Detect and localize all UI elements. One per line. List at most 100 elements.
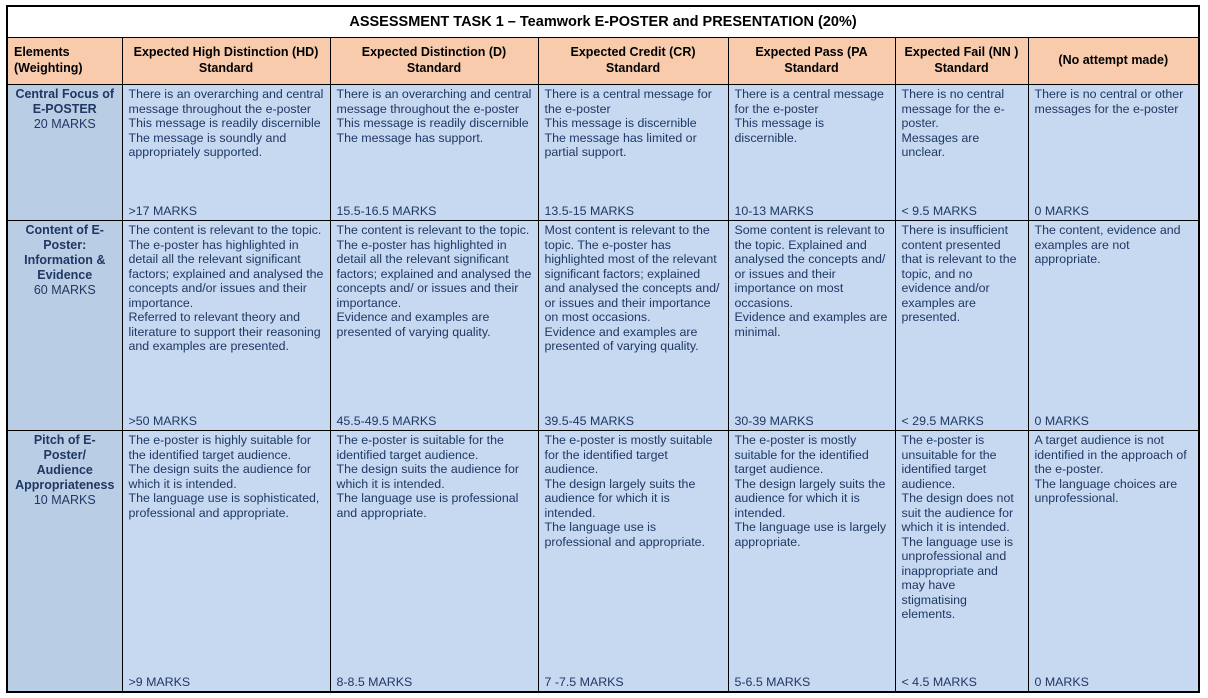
cell-paragraph: The language use is sophisticated, profe… (128, 491, 320, 520)
header-d-line1: Expected Distinction (D) (361, 45, 507, 60)
header-pass: Expected Pass (PA Standard (727, 37, 896, 85)
cell-marks: >50 MARKS (128, 413, 198, 428)
element-name: Content of E-Poster: Information & Evide… (24, 223, 106, 282)
cell-paragraph: This message is readily discernible (128, 116, 321, 130)
cell-paragraph: The design largely suits the audience fo… (544, 476, 696, 520)
cell-content-cr: Most content is relevant to the topic. T… (537, 220, 729, 431)
cell-paragraph: Referred to relevant theory and literatu… (128, 310, 321, 353)
header-elements: Elements (Weighting) (6, 37, 123, 85)
cell-paragraph: The design suits the audience for which … (336, 462, 520, 491)
cell-marks: >17 MARKS (128, 203, 198, 218)
cell-marks: 8-8.5 MARKS (336, 674, 413, 689)
cell-paragraph: The e-poster is highly suitable for the … (128, 433, 312, 462)
cell-central-focus-hd: There is an overarching and central mess… (121, 84, 331, 221)
cell-content-hd: The content is relevant to the topic. Th… (121, 220, 331, 431)
cell-central-focus-nn: There is no central message for the e-po… (894, 84, 1029, 221)
header-pa-line2: Standard (784, 61, 839, 75)
cell-paragraph: The design largely suits the audience fo… (734, 476, 886, 520)
cell-paragraph: The design does not suit the audience fo… (901, 491, 1014, 534)
cell-paragraph: There is no central message for the e-po… (901, 87, 1005, 130)
cell-paragraph: The e-poster is suitable for the identif… (336, 433, 504, 462)
header-nn-line2: Standard (934, 61, 989, 75)
cell-marks: 39.5-45 MARKS (544, 413, 635, 428)
cell-paragraph: There is a central message for the e-pos… (734, 87, 884, 116)
cell-paragraph: The language use is professional and app… (336, 491, 519, 520)
element-cell-central-focus: Central Focus of E-POSTER 20 MARKS (6, 84, 123, 221)
cell-paragraph: The design suits the audience for which … (128, 462, 312, 491)
cell-paragraph: The content is relevant to the topic. Th… (128, 223, 324, 310)
cell-marks: 13.5-15 MARKS (544, 203, 635, 218)
cell-paragraph: This message is discernible. (734, 116, 825, 145)
cell-paragraph: Evidence and examples are minimal. (734, 310, 888, 339)
cell-marks: < 9.5 MARKS (901, 203, 977, 218)
cell-paragraph: The content, evidence and examples are n… (1034, 223, 1181, 266)
cell-paragraph: A target audience is not identified in t… (1034, 433, 1187, 476)
cell-marks: 0 MARKS (1034, 674, 1089, 689)
header-cr-line2: Standard (605, 61, 661, 75)
table-title: ASSESSMENT TASK 1 – Teamwork E-POSTER an… (6, 5, 1200, 38)
cell-paragraph: There is no central or other messages fo… (1034, 87, 1184, 116)
header-hd-line2: Standard (198, 61, 254, 75)
cell-marks: < 4.5 MARKS (901, 674, 977, 689)
cell-paragraph: This message is readily discernible (336, 116, 529, 130)
cell-paragraph: The e-poster is unsuitable for the ident… (901, 433, 997, 491)
header-elements-line1: Elements (14, 45, 70, 60)
header-nn-line1: Expected Fail (NN ) (904, 45, 1019, 60)
cell-paragraph: The language choices are unprofessional. (1034, 476, 1178, 506)
cell-pitch-hd: The e-poster is highly suitable for the … (121, 430, 331, 693)
element-cell-pitch: Pitch of E-Poster/ Audience Appropriaten… (6, 430, 123, 693)
cell-paragraph: Evidence and examples are presented of v… (544, 324, 699, 354)
cell-paragraph: The message has limited or partial suppo… (544, 130, 697, 160)
header-no-attempt: (No attempt made) (1027, 37, 1200, 85)
cell-marks: < 29.5 MARKS (901, 413, 984, 428)
cell-central-focus-d: There is an overarching and central mess… (329, 84, 539, 221)
cell-paragraph: There is an overarching and central mess… (336, 87, 532, 116)
element-marks: 10 MARKS (33, 493, 96, 507)
header-hd-line1: Expected High Distinction (HD) (133, 45, 319, 60)
cell-paragraph: Most content is relevant to the topic. T… (544, 223, 720, 324)
cell-pitch-na: A target audience is not identified in t… (1027, 430, 1200, 693)
header-credit: Expected Credit (CR) Standard (537, 37, 729, 85)
cell-marks: 30-39 MARKS (734, 413, 814, 428)
cell-marks: 0 MARKS (1034, 413, 1089, 428)
cell-marks: 5-6.5 MARKS (734, 674, 811, 689)
cell-paragraph: There is insufficient content presented … (901, 223, 1017, 324)
element-name: Pitch of E-Poster/ Audience Appropriaten… (15, 433, 115, 492)
cell-pitch-nn: The e-poster is unsuitable for the ident… (894, 430, 1029, 693)
header-fail: Expected Fail (NN ) Standard (894, 37, 1029, 85)
header-elements-line2: (Weighting) (14, 61, 83, 75)
cell-paragraph: The message is soundly and appropriately… (128, 130, 287, 160)
cell-content-pa: Some content is relevant to the topic. E… (727, 220, 896, 431)
cell-paragraph: The language use is largely appropriate. (734, 520, 887, 549)
assessment-rubric-table: ASSESSMENT TASK 1 – Teamwork E-POSTER an… (6, 5, 1201, 693)
cell-marks: 10-13 MARKS (734, 203, 814, 218)
cell-paragraph: There is an overarching and central mess… (128, 87, 324, 116)
cell-marks: >9 MARKS (128, 674, 191, 689)
header-d-line2: Standard (406, 61, 462, 75)
cell-paragraph: Evidence and examples are presented of v… (336, 310, 491, 339)
header-high-distinction: Expected High Distinction (HD) Standard (121, 37, 331, 85)
cell-central-focus-na: There is no central or other messages fo… (1027, 84, 1200, 221)
cell-marks: 7 -7.5 MARKS (544, 674, 624, 689)
cell-content-nn: There is insufficient content presented … (894, 220, 1029, 431)
element-cell-content: Content of E-Poster: Information & Evide… (6, 220, 123, 431)
cell-paragraph: This message is discernible (544, 116, 697, 130)
cell-paragraph: The language use is professional and app… (544, 520, 706, 549)
header-pa-line1: Expected Pass (PA (755, 45, 868, 60)
cell-marks: 45.5-49.5 MARKS (336, 413, 437, 428)
cell-pitch-d: The e-poster is suitable for the identif… (329, 430, 539, 693)
cell-central-focus-cr: There is a central message for the e-pos… (537, 84, 729, 221)
cell-paragraph: Some content is relevant to the topic. E… (734, 223, 886, 310)
element-marks: 20 MARKS (33, 117, 96, 131)
cell-paragraph: The message has support. (336, 130, 484, 145)
header-distinction: Expected Distinction (D) Standard (329, 37, 539, 85)
cell-paragraph: There is a central message for the e-pos… (544, 87, 712, 116)
cell-paragraph: Messages are unclear. (901, 130, 980, 160)
cell-marks: 0 MARKS (1034, 203, 1089, 218)
cell-central-focus-pa: There is a central message for the e-pos… (727, 84, 896, 221)
cell-marks: 15.5-16.5 MARKS (336, 203, 437, 218)
cell-paragraph: The e-poster is mostly suitable for the … (734, 433, 869, 476)
element-name: Central Focus of E-POSTER (15, 87, 115, 116)
cell-paragraph: The content is relevant to the topic. Th… (336, 223, 532, 310)
